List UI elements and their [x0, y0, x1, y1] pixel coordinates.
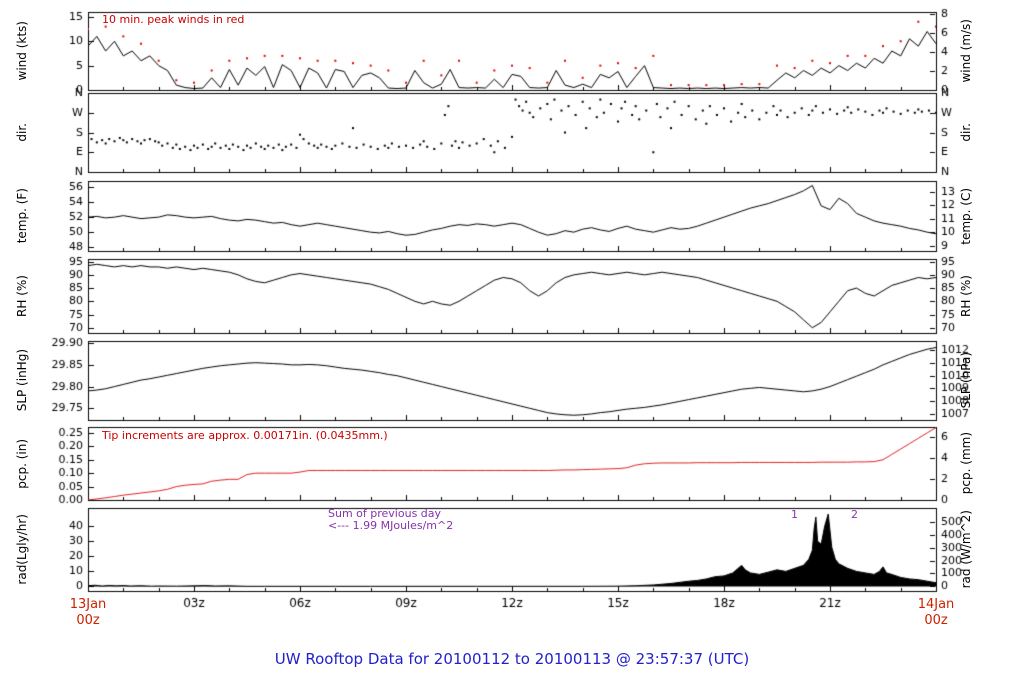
y-axis-title-slp-left: SLP (inHg)	[12, 341, 32, 420]
y-axis-title-dir-right: dir.	[956, 93, 976, 172]
radiation-mark-2: 2	[851, 508, 858, 521]
y-axis-title-text: temp. (F)	[15, 188, 29, 244]
y-axis-title-text: rad(Lgly/hr)	[15, 514, 29, 585]
y-axis-title-text: wind (kts)	[15, 21, 29, 81]
y-axis-title-text: RH (%)	[959, 275, 973, 317]
y-axis-title-text: wind (m/s)	[959, 19, 973, 83]
y-axis-title-text: dir.	[959, 123, 973, 142]
start-date: 13Jan	[69, 597, 107, 612]
y-axis-title-rad-right: rad (W/m^2)	[956, 508, 976, 591]
y-axis-title-wind-left: wind (kts)	[12, 12, 32, 90]
y-axis-title-rad-left: rad(Lgly/hr)	[12, 508, 32, 591]
start-hour: 00z	[76, 613, 100, 628]
radiation-sum-value: <--- 1.99 MJoules/m^2	[328, 519, 454, 532]
x-axis-start-label: 13Jan 00z	[58, 597, 118, 629]
end-hour: 00z	[924, 613, 948, 628]
wind-peak-note: 10 min. peak winds in red	[102, 13, 245, 26]
y-axis-title-temp-left: temp. (F)	[12, 181, 32, 251]
y-axis-title-text: pcp. (in)	[15, 438, 29, 489]
y-axis-title-dir-left: dir.	[12, 93, 32, 172]
y-axis-title-text: pcp. (mm)	[959, 432, 973, 495]
y-axis-title-slp-right: SLP (hPa)	[956, 341, 976, 420]
radiation-sum-label: Sum of previous day	[328, 507, 442, 520]
end-date: 14Jan	[917, 597, 955, 612]
y-axis-title-text: SLP (hPa)	[959, 352, 973, 409]
y-axis-title-pcp-left: pcp. (in)	[12, 427, 32, 500]
y-axis-title-text: SLP (inHg)	[15, 349, 29, 412]
y-axis-title-wind-right: wind (m/s)	[956, 12, 976, 90]
y-axis-title-text: temp. (C)	[959, 187, 973, 245]
y-axis-title-text: rad (W/m^2)	[959, 510, 973, 589]
x-axis-end-label: 14Jan 00z	[906, 597, 966, 629]
y-axis-title-rh-right: RH (%)	[956, 259, 976, 333]
y-axis-title-pcp-right: pcp. (mm)	[956, 427, 976, 500]
y-axis-title-text: dir.	[15, 123, 29, 142]
tip-increment-note: Tip increments are approx. 0.00171in. (0…	[102, 429, 388, 442]
y-axis-title-temp-right: temp. (C)	[956, 181, 976, 251]
y-axis-title-rh-left: RH (%)	[12, 259, 32, 333]
figure-title: UW Rooftop Data for 20100112 to 20100113…	[274, 650, 750, 668]
y-axis-title-text: RH (%)	[15, 275, 29, 317]
radiation-mark-1: 1	[791, 508, 798, 521]
